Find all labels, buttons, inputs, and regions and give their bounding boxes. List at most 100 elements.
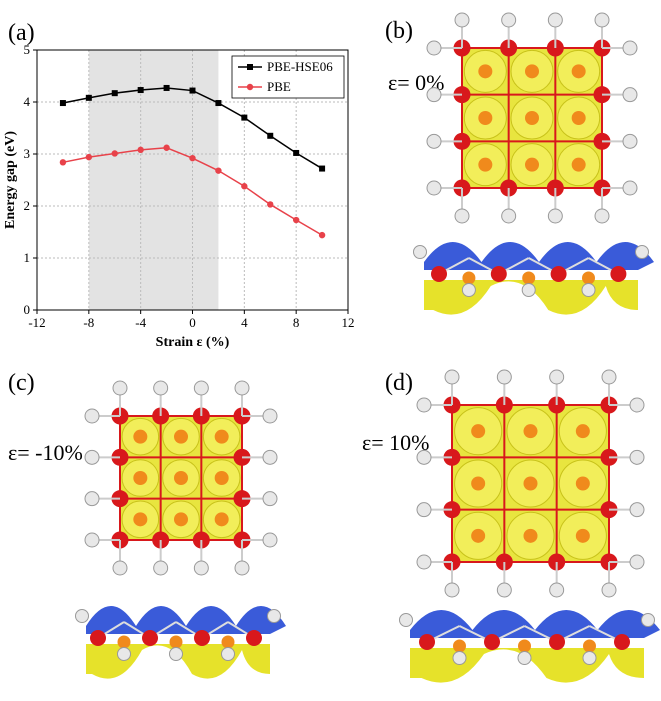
data-point-hse06: [111, 90, 118, 97]
metal-atom: [575, 424, 590, 439]
hydrogen-atom: [444, 369, 460, 385]
hydrogen-atom: [221, 647, 235, 661]
legend-marker: [247, 64, 253, 70]
metal-atom: [117, 635, 131, 649]
data-point-pbe: [111, 150, 118, 157]
grid-lines: [37, 50, 348, 310]
hydrogen-atom: [426, 87, 442, 103]
hydrogen-atom: [581, 283, 596, 297]
hydrogen-atom: [112, 380, 128, 396]
x-tick-label: 8: [293, 315, 300, 330]
hydrogen-atom: [454, 208, 470, 224]
metal-atom: [133, 471, 148, 485]
electron-density-top: [410, 610, 660, 638]
oxygen-atom: [431, 266, 447, 282]
hydrogen-atom: [153, 560, 169, 576]
x-axis-label: Strain ε (%): [156, 335, 230, 350]
hydrogen-atom: [193, 380, 209, 396]
molecular-structures: [75, 12, 660, 683]
data-point-pbe: [215, 167, 222, 174]
oxygen-atom: [549, 634, 565, 650]
hydrogen-atom: [267, 609, 281, 623]
hydrogen-atom: [547, 208, 563, 224]
structure-top-view: [84, 380, 278, 576]
metal-atom: [471, 424, 486, 439]
hydrogen-atom: [517, 651, 532, 665]
metal-atom: [174, 429, 188, 444]
data-point-hse06: [189, 87, 196, 94]
hydrogen-atom: [234, 560, 250, 576]
data-point-hse06: [319, 165, 326, 172]
metal-atom: [478, 64, 493, 79]
data-point-pbe: [241, 183, 248, 190]
data-point-hse06: [241, 114, 248, 121]
metal-atom: [525, 64, 539, 79]
oxygen-atom: [484, 634, 500, 650]
metal-atom: [453, 639, 466, 653]
oxygen-atom: [610, 266, 627, 282]
metal-atom: [575, 476, 590, 491]
metal-atom: [214, 512, 229, 527]
hydrogen-atom: [635, 245, 649, 259]
strain-label-c: ε= -10%: [8, 440, 83, 465]
metal-atom: [462, 271, 476, 285]
oxygen-atom: [490, 266, 507, 282]
y-tick-label: 0: [24, 302, 31, 317]
hydrogen-atom: [416, 397, 432, 413]
legend: PBE-HSE06 PBE: [231, 55, 345, 99]
electron-density-top: [86, 606, 286, 634]
oxygen-atom: [550, 266, 567, 282]
data-point-pbe: [137, 146, 144, 154]
hydrogen-atom: [234, 380, 250, 396]
hydrogen-atom: [629, 554, 645, 570]
x-tick-label: 0: [189, 315, 196, 330]
hydrogen-atom: [426, 40, 442, 56]
hydrogen-atom: [641, 613, 655, 627]
metal-atom: [214, 429, 229, 444]
hydrogen-atom: [416, 554, 432, 570]
metal-atom: [523, 424, 538, 439]
oxygen-atom: [614, 634, 630, 650]
hydrogen-atom: [262, 532, 278, 548]
metal-atom: [478, 157, 493, 172]
data-point-hse06: [267, 132, 274, 139]
metal-atom: [522, 271, 536, 285]
hydrogen-atom: [262, 408, 278, 424]
y-tick-label: 5: [24, 42, 31, 57]
series-lines: [59, 84, 326, 239]
hydrogen-atom: [496, 582, 512, 598]
panel-label-b: (b): [385, 18, 413, 44]
data-point-hse06: [85, 94, 92, 101]
hydrogen-atom: [426, 180, 442, 196]
hydrogen-atom: [84, 449, 100, 465]
x-tick-label: 4: [241, 315, 248, 330]
hydrogen-atom: [426, 133, 442, 149]
x-tick-label: -4: [135, 315, 146, 330]
metal-atom: [571, 64, 586, 79]
y-tick-label: 3: [24, 146, 31, 161]
hydrogen-atom: [452, 651, 467, 665]
metal-atom: [571, 157, 586, 172]
hydrogen-atom: [413, 245, 427, 259]
metal-atom: [518, 639, 531, 653]
data-point-hse06: [59, 100, 66, 107]
metal-atom: [582, 271, 595, 285]
hydrogen-atom: [416, 502, 432, 518]
metal-atom: [571, 111, 586, 125]
panel-label-c: (c): [8, 370, 35, 396]
hydrogen-atom: [622, 40, 638, 56]
data-point-hse06: [293, 149, 300, 156]
panel-label-d: (d): [385, 370, 413, 396]
metal-atom: [221, 635, 235, 649]
hydrogen-atom: [629, 397, 645, 413]
hydrogen-atom: [629, 502, 645, 518]
metal-atom: [523, 528, 538, 543]
data-point-pbe: [292, 216, 300, 224]
data-point-pbe: [189, 154, 196, 162]
structure-side-view: [413, 242, 654, 315]
metal-atom: [523, 476, 538, 491]
metal-atom: [169, 635, 183, 649]
hydrogen-atom: [112, 560, 128, 576]
legend-marker: [246, 83, 254, 91]
hydrogen-atom: [84, 491, 100, 507]
